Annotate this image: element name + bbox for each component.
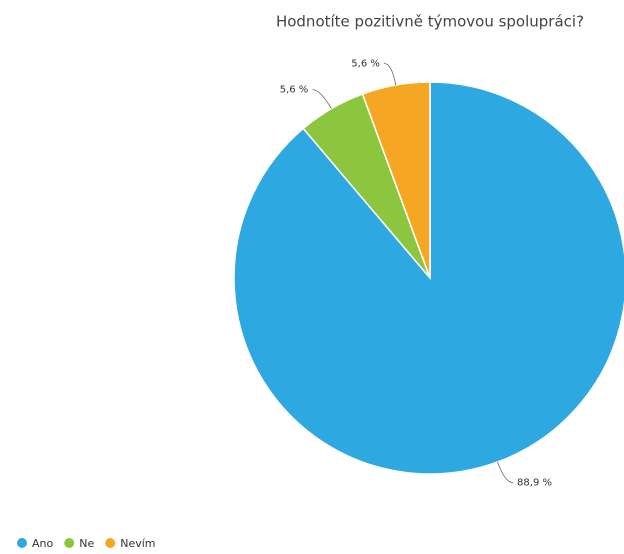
legend-label: Ano bbox=[32, 537, 53, 550]
chart-title: Hodnotíte pozitivně týmovou spolupráci? bbox=[276, 13, 584, 31]
leader-line bbox=[383, 62, 397, 86]
pie-slice bbox=[361, 81, 431, 279]
data-label: 88,9 % bbox=[517, 478, 552, 489]
data-label: 5,6 % bbox=[351, 58, 380, 69]
leader-line bbox=[497, 461, 514, 484]
leader-line bbox=[312, 89, 332, 109]
data-label: 5,6 % bbox=[280, 85, 309, 96]
legend-label: Nevím bbox=[120, 537, 155, 550]
legend-marker bbox=[17, 538, 27, 548]
legend-marker bbox=[64, 538, 75, 548]
legend-marker bbox=[105, 538, 116, 548]
legend-label: Ne bbox=[79, 537, 94, 550]
